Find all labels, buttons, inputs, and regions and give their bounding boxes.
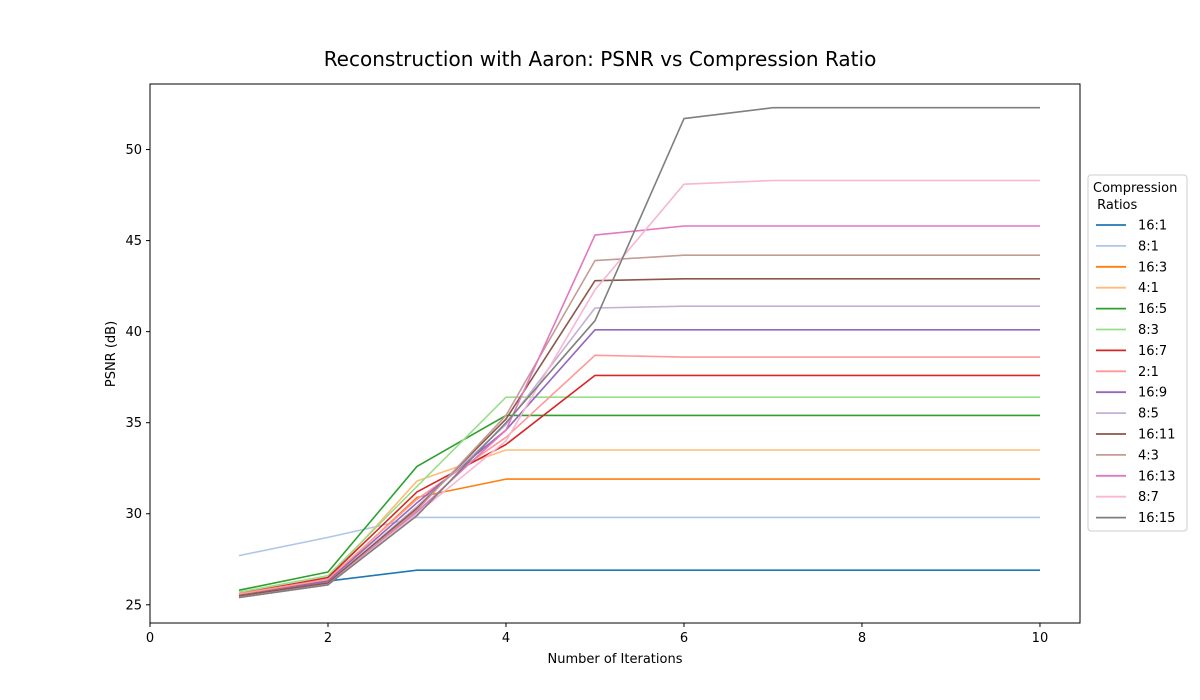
axes: 0 2 4 6 8 10 25 30 35 40 45 50 [125, 143, 1048, 646]
legend-label: 4:1 [1138, 281, 1159, 296]
series-line-8-1 [238, 516, 1040, 557]
y-tick-label: 35 [125, 416, 142, 431]
y-tick-label: 40 [125, 325, 142, 340]
x-tick-label: 2 [324, 631, 332, 646]
x-tick-label: 4 [502, 631, 510, 646]
series-line-16-9 [238, 328, 1040, 597]
legend-label: 16:3 [1138, 260, 1167, 275]
legend-label: 8:3 [1138, 323, 1159, 338]
series-lines [238, 106, 1040, 599]
legend-label: 2:1 [1138, 365, 1159, 380]
x-tick-label: 10 [1032, 631, 1049, 646]
series-line-16-7 [238, 374, 1040, 595]
series-line-16-15 [238, 106, 1040, 599]
y-tick-label: 25 [125, 598, 142, 613]
legend-label: 8:1 [1138, 239, 1159, 254]
legend-label: 16:5 [1138, 302, 1167, 317]
legend-label: 8:5 [1138, 407, 1159, 422]
y-tick-label: 30 [125, 507, 142, 522]
series-line-16-13 [238, 225, 1040, 599]
legend-frame [1087, 174, 1188, 532]
y-tick-label: 50 [125, 143, 142, 158]
y-tick-label: 45 [125, 234, 142, 249]
series-line-16-11 [238, 277, 1040, 597]
legend-label: 16:13 [1138, 469, 1175, 484]
plot-frame [149, 83, 1081, 624]
legend-label: 16:9 [1138, 386, 1167, 401]
legend-label: 16:7 [1138, 344, 1167, 359]
legend-label: 16:1 [1138, 219, 1167, 234]
legend-label: 16:15 [1138, 511, 1175, 526]
x-tick-label: 0 [146, 631, 154, 646]
x-tick-label: 8 [858, 631, 866, 646]
legend: Compression Ratios 16:1 8:1 16:3 4:1 16:5 8:3… [1087, 174, 1188, 532]
series-line-2-1 [238, 354, 1040, 595]
legend-items: 16:1 8:1 16:3 4:1 16:5 8:3 16:7 2:1 16:9 8:5 16:11… [1096, 219, 1175, 526]
chart-title: Reconstruction with Aaron: PSNR vs Compr… [324, 47, 877, 71]
legend-title: Compression Ratios [1093, 181, 1177, 213]
legend-label: 16:11 [1138, 428, 1175, 443]
series-line-16-5 [238, 414, 1040, 591]
legend-label: 8:7 [1138, 490, 1159, 505]
legend-label: 4:3 [1138, 448, 1159, 463]
series-line-8-3 [238, 396, 1040, 593]
x-axis-label: Number of Iterations [548, 652, 683, 667]
series-line-16-1 [238, 569, 1040, 595]
x-tick-label: 6 [680, 631, 688, 646]
y-axis-label: PSNR (dB) [104, 321, 119, 387]
